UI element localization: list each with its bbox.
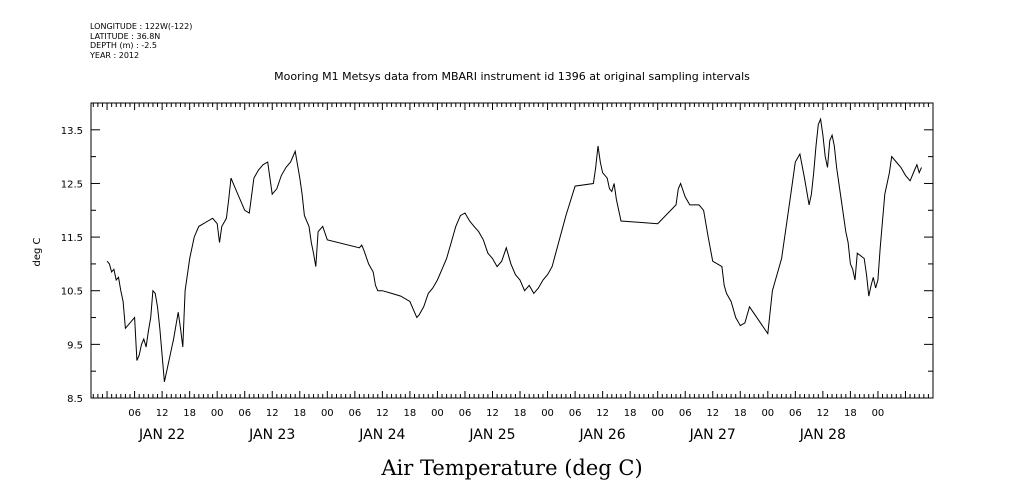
x-hour-label: 06 <box>679 408 692 419</box>
x-hour-label: 00 <box>211 408 224 419</box>
x-hour-label: 12 <box>376 408 389 419</box>
y-tick-label: 10.5 <box>61 287 83 298</box>
x-hour-label: 18 <box>404 408 417 419</box>
y-axis-label: deg C <box>32 237 43 266</box>
x-hour-label: 06 <box>238 408 251 419</box>
x-day-label: JAN 26 <box>579 427 626 443</box>
x-hour-label: 06 <box>459 408 472 419</box>
x-hour-label: 06 <box>569 408 582 419</box>
y-tick-label: 11.5 <box>61 233 83 244</box>
latitude-text: LATITUDE : 36.8N <box>90 31 161 41</box>
x-hour-label: 12 <box>156 408 169 419</box>
x-hour-label: 18 <box>293 408 306 419</box>
x-day-label: JAN 27 <box>689 427 736 443</box>
x-hour-label: 00 <box>872 408 885 419</box>
series-line <box>106 117 922 383</box>
x-hour-label: 00 <box>541 408 554 419</box>
x-hour-label: 12 <box>486 408 499 419</box>
x-hour-label: 12 <box>817 408 830 419</box>
x-hour-label: 18 <box>514 408 527 419</box>
x-hour-label: 00 <box>761 408 774 419</box>
x-hour-label: 12 <box>596 408 609 419</box>
metadata-block: LONGITUDE : 122W(-122) LATITUDE : 36.8N … <box>90 22 192 60</box>
y-tick-label: 9.5 <box>67 340 83 351</box>
x-hour-label: 12 <box>706 408 719 419</box>
chart-title: Mooring M1 Metsys data from MBARI instru… <box>274 70 750 83</box>
x-hour-label: 18 <box>734 408 747 419</box>
x-day-label: JAN 25 <box>468 427 515 443</box>
x-hour-label: 18 <box>844 408 857 419</box>
x-day-label: JAN 24 <box>358 427 405 443</box>
x-day-label: JAN 22 <box>138 427 185 443</box>
y-tick-label: 13.5 <box>61 126 83 137</box>
y-tick-label: 12.5 <box>61 179 83 190</box>
x-day-label: JAN 23 <box>248 427 295 443</box>
y-tick-label: 8.5 <box>67 394 83 405</box>
x-hour-label: 18 <box>624 408 637 419</box>
x-hour-label: 18 <box>183 408 196 419</box>
plot-area: 8.5 9.5 10.5 11.5 12.5 13.5 06 12 18 00 06 12 18 00 06… <box>61 102 934 443</box>
year-text: YEAR : 2012 <box>90 50 140 60</box>
x-hour-label: 00 <box>321 408 334 419</box>
x-hour-label: 06 <box>789 408 802 419</box>
x-hour-label: 00 <box>651 408 664 419</box>
x-hour-label: 06 <box>128 408 141 419</box>
longitude-text: LONGITUDE : 122W(-122) <box>90 22 193 31</box>
plot-frame <box>90 102 934 399</box>
x-hour-label: 00 <box>431 408 444 419</box>
x-day-label: JAN 28 <box>799 427 846 443</box>
x-axis-label: Air Temperature (deg C) <box>380 456 642 480</box>
x-hour-label: 12 <box>266 408 279 419</box>
depth-text: DEPTH (m) : -2.5 <box>90 41 157 50</box>
x-hour-label: 06 <box>348 408 361 419</box>
